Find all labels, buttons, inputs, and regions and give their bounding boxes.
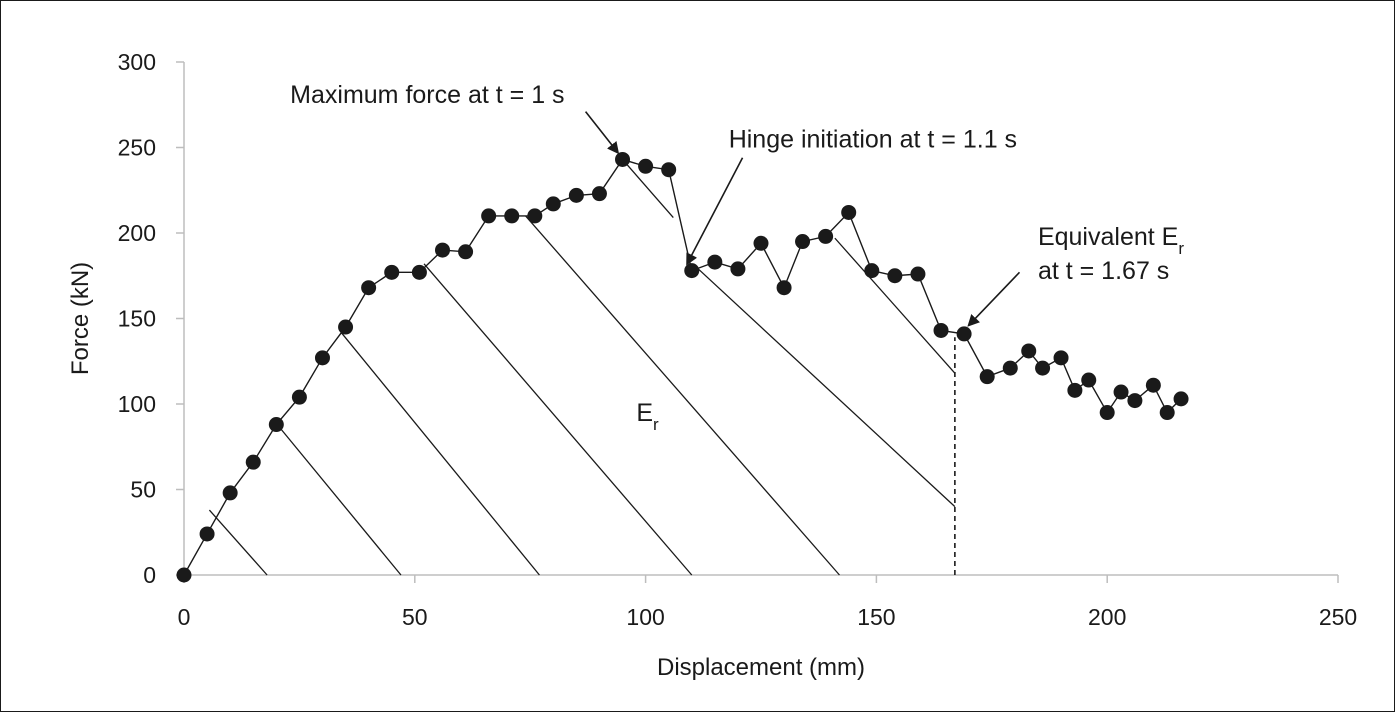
data-point xyxy=(887,268,903,284)
data-point xyxy=(1159,405,1175,421)
data-point xyxy=(1067,382,1083,398)
data-point xyxy=(568,187,584,203)
y-tick-label: 250 xyxy=(118,135,156,161)
x-tick-label: 150 xyxy=(857,604,895,630)
data-point xyxy=(979,369,995,385)
hatch-line xyxy=(208,509,268,576)
data-point xyxy=(361,280,377,296)
data-point xyxy=(1099,405,1115,421)
data-point xyxy=(638,158,654,174)
data-point xyxy=(1035,360,1051,376)
data-point xyxy=(458,244,474,260)
data-point xyxy=(591,186,607,202)
data-point xyxy=(864,263,880,279)
region-label-subscript: r xyxy=(653,415,659,434)
annotation-equivalent-line1: Equivalent Er xyxy=(1038,223,1184,258)
hatch-line xyxy=(834,237,956,374)
x-tick-label: 200 xyxy=(1088,604,1126,630)
data-point xyxy=(661,162,677,178)
annotation-hinge: Hinge initiation at t = 1.1 s xyxy=(729,126,1017,154)
data-point xyxy=(411,264,427,280)
x-tick-label: 50 xyxy=(402,604,428,630)
data-point xyxy=(956,326,972,342)
data-point xyxy=(199,526,215,542)
data-point xyxy=(1173,391,1189,407)
hatch-line xyxy=(340,331,540,576)
data-point xyxy=(314,350,330,366)
series-line xyxy=(183,158,1182,576)
hatch-line xyxy=(695,266,956,508)
annotations: Maximum force at t = 1 s Hinge initiation… xyxy=(290,81,1184,327)
data-point xyxy=(1127,393,1143,409)
data-point xyxy=(245,454,261,470)
x-tick-label: 0 xyxy=(178,604,191,630)
data-point xyxy=(1081,372,1097,388)
x-tick-label: 250 xyxy=(1319,604,1357,630)
data-point xyxy=(776,280,792,296)
annotation-equivalent-line2: at t = 1.67 s xyxy=(1038,257,1169,285)
data-series xyxy=(176,151,1189,583)
data-point xyxy=(933,322,949,338)
data-point xyxy=(527,208,543,224)
data-point xyxy=(176,567,192,583)
data-point xyxy=(1053,350,1069,366)
data-point xyxy=(222,485,238,501)
data-point xyxy=(841,204,857,220)
annotation-arrow xyxy=(686,157,744,266)
y-axis-title: Force (kN) xyxy=(67,262,94,375)
x-axis-title: Displacement (mm) xyxy=(657,654,865,681)
data-point xyxy=(910,266,926,282)
data-point xyxy=(384,264,400,280)
axes: 0 50 100 150 200 250 300 0 50 100 150 200 250 Displac… xyxy=(67,49,1357,681)
region-label-er: Er xyxy=(636,399,659,434)
data-point xyxy=(291,389,307,405)
data-point xyxy=(730,261,746,277)
data-point xyxy=(684,263,700,279)
data-point xyxy=(818,228,834,244)
data-point xyxy=(795,234,811,250)
annotation-arrow xyxy=(967,271,1021,327)
annotation-subscript: r xyxy=(1178,239,1184,258)
hatch-line xyxy=(525,215,840,576)
hatch-line xyxy=(423,263,693,576)
y-tick-label: 50 xyxy=(130,477,156,503)
energy-hatching: Er xyxy=(208,159,956,576)
annotation-arrow xyxy=(584,111,620,155)
data-point xyxy=(1145,377,1161,393)
y-tick-label: 300 xyxy=(118,49,156,75)
hatch-line xyxy=(622,159,674,219)
data-point xyxy=(268,417,284,433)
y-tick-label: 200 xyxy=(118,220,156,246)
data-point xyxy=(1002,360,1018,376)
data-point xyxy=(545,196,561,212)
y-tick-label: 100 xyxy=(118,391,156,417)
data-point xyxy=(481,208,497,224)
y-tick-label: 150 xyxy=(118,306,156,332)
annotation-max-force: Maximum force at t = 1 s xyxy=(290,81,564,109)
data-point xyxy=(1021,343,1037,359)
data-point xyxy=(434,242,450,258)
data-point xyxy=(338,319,354,335)
data-point xyxy=(707,254,723,270)
data-point xyxy=(504,208,520,224)
x-tick-label: 100 xyxy=(626,604,664,630)
data-point xyxy=(1113,384,1129,400)
data-point xyxy=(615,151,631,167)
y-tick-label: 0 xyxy=(143,562,156,588)
data-point xyxy=(753,235,769,251)
hatch-line xyxy=(278,425,402,576)
